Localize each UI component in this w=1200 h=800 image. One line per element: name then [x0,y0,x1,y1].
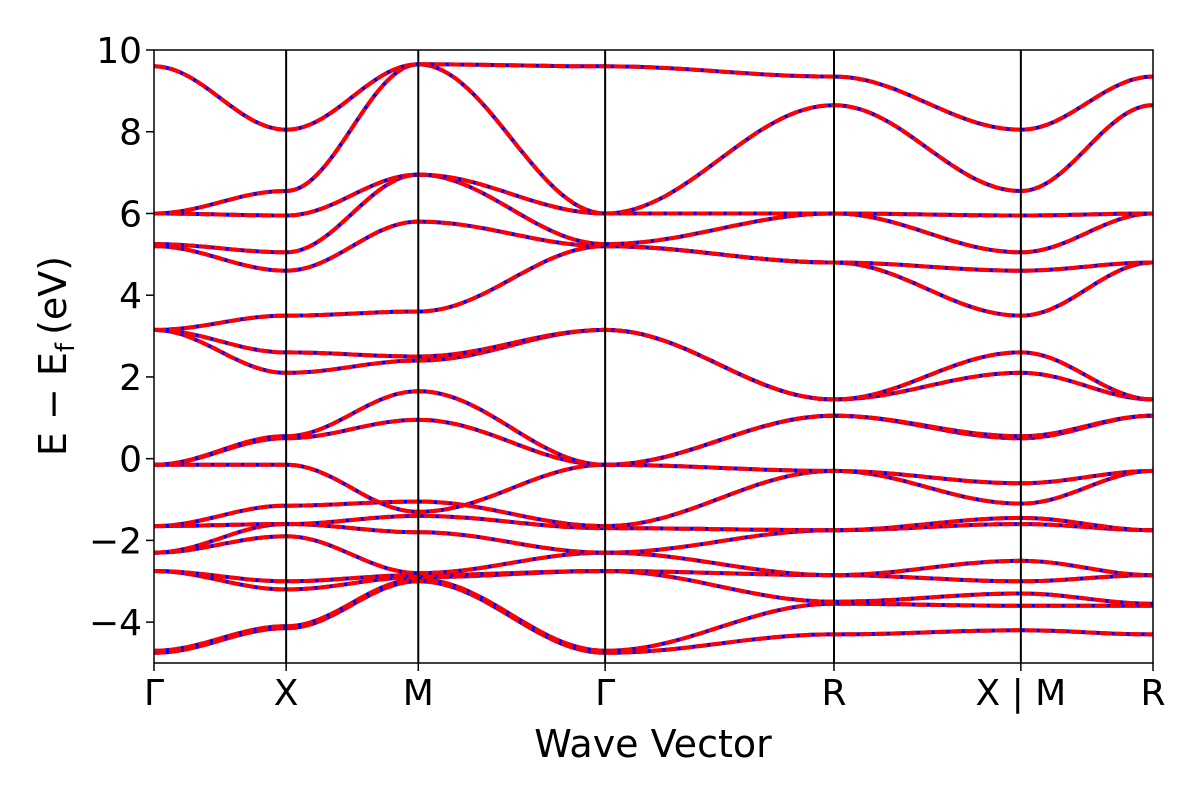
band-line-blue [154,327,1153,402]
band-line-red [154,219,1153,273]
y-axis-label: E − Ef (eV) [31,256,81,456]
x-tick-label: Γ [595,673,615,714]
x-tick-label: R [821,673,846,714]
band-line-blue [154,389,1153,467]
y-axis-label-main: E − E [31,352,75,456]
band-line-blue [154,413,1153,467]
x-axis-label: Wave Vector [534,722,772,766]
band-line-red [154,327,1153,402]
band-line-red [154,244,1153,332]
x-axis: Γ X M Γ R X | M R [144,663,1166,714]
band-line-blue [154,327,1153,402]
x-tick-label: X | M [975,673,1066,714]
band-line-red [154,568,1153,606]
band-line-red [154,62,1153,132]
x-tick-label: M [403,673,434,714]
x-tick-label: X [274,673,299,714]
band-line-blue [154,62,1153,216]
band-line-red [154,172,1153,218]
band-line-red [154,413,1153,467]
y-tick-label: 2 [119,358,142,399]
y-tick-label: 4 [119,276,142,317]
plot-frame [153,49,1154,664]
y-tick-label: −2 [89,521,142,562]
band-line-blue [154,172,1153,218]
bands-layer [154,62,1153,655]
y-tick-label: −4 [89,603,142,644]
high-symmetry-lines [285,50,1022,663]
y-tick-label: 6 [119,194,142,235]
y-axis: 10 8 6 4 2 0 −2 −4 [89,31,154,644]
y-tick-label: 0 [119,440,142,481]
x-tick-label: Γ [144,673,164,714]
band-line-blue [154,534,1153,578]
y-tick-label: 10 [96,31,142,72]
y-axis-label-subscript: f [51,342,81,352]
band-line-red [154,327,1153,402]
band-line-red [154,389,1153,467]
x-tick-label: R [1140,673,1165,714]
y-tick-label: 8 [119,113,142,154]
band-line-blue [154,62,1153,132]
y-axis-label-unit: (eV) [31,256,75,335]
